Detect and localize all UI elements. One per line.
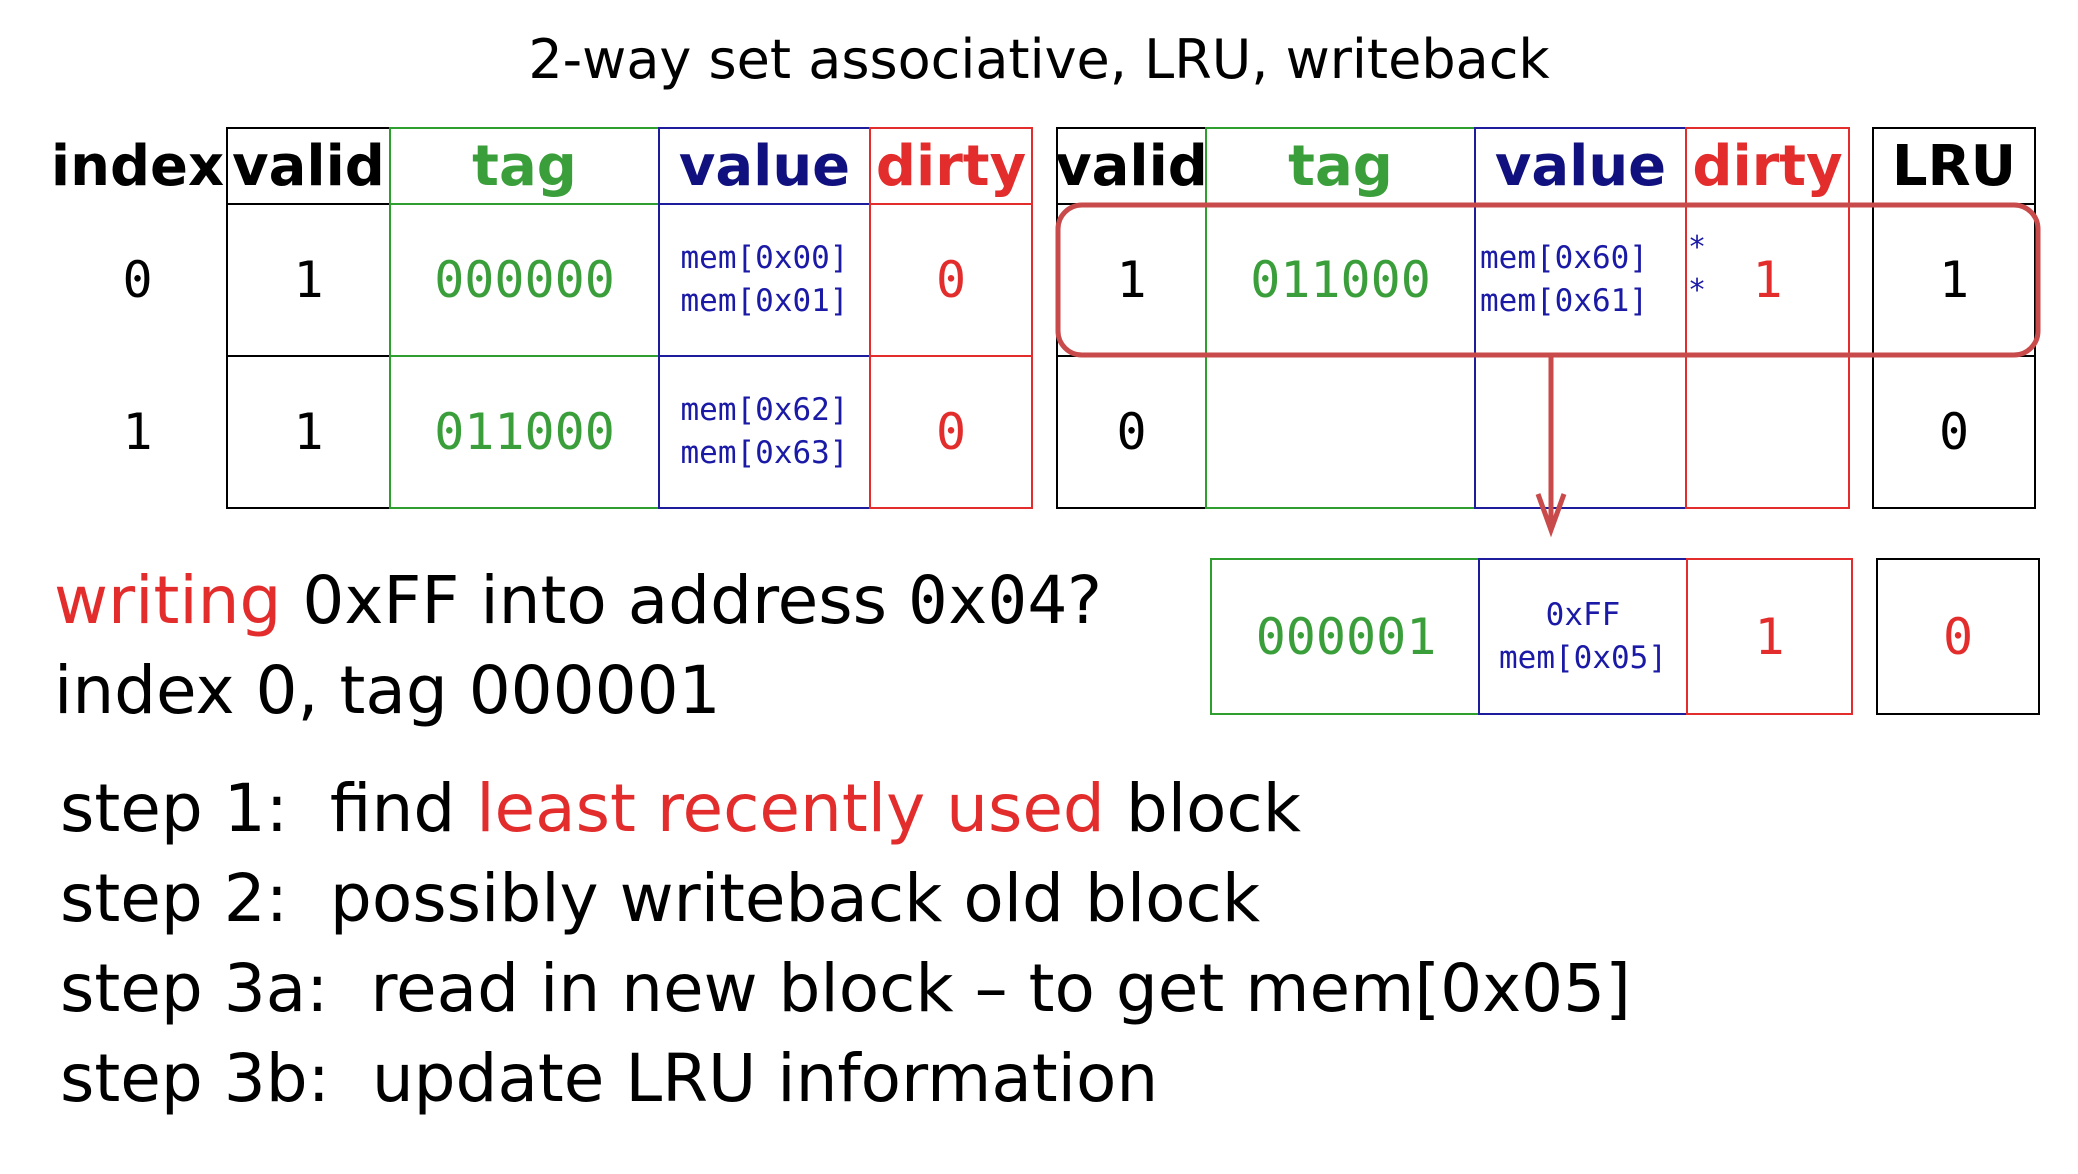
question-address: 0x04 xyxy=(908,562,1067,639)
value-line: 0xFF xyxy=(1545,596,1621,633)
victim-highlight-box xyxy=(1055,202,2041,358)
value-line: mem[0x00] xyxy=(680,240,849,276)
modified-marker: * xyxy=(1688,230,1707,265)
question-end: ? xyxy=(1066,562,1102,639)
value-line: mem[0x61] xyxy=(1480,283,1648,319)
row0-way1-dirty: 1 xyxy=(1685,203,1850,357)
value-line: mem[0x63] xyxy=(680,435,849,471)
index-tag-line: index 0, tag 000001 xyxy=(54,652,721,729)
header-valid-way1: valid xyxy=(1055,127,1208,205)
new-block-tag: 000001 xyxy=(1210,558,1480,715)
new-block-lru: 0 xyxy=(1876,558,2040,715)
value-line: mem[0x01] xyxy=(680,283,849,319)
value-line: mem[0x62] xyxy=(680,392,849,428)
index-1: 1 xyxy=(122,403,153,461)
step-text: step 3b: update LRU information xyxy=(60,1040,1159,1117)
row1-way0-valid: 1 xyxy=(226,355,391,509)
step-text: step 1: find xyxy=(60,770,477,847)
step-text: step 3a: read in new block – to get mem[… xyxy=(60,950,1631,1027)
header-valid-way0: valid xyxy=(226,127,391,205)
step-3a: step 3a: read in new block – to get mem[… xyxy=(60,950,1631,1027)
row1-way0-dirty: 0 xyxy=(869,355,1033,509)
step-2: step 2: possibly writeback old block xyxy=(60,860,1260,937)
step-1: step 1: find least recently used block xyxy=(60,770,1301,847)
new-block-value: 0xFF mem[0x05] xyxy=(1478,558,1688,715)
question-text: 0xFF into address xyxy=(281,562,909,639)
writeback-arrow-head xyxy=(1535,493,1567,538)
modified-marker: * xyxy=(1688,273,1707,308)
new-block-dirty: 1 xyxy=(1686,558,1853,715)
step-text: block xyxy=(1104,770,1301,847)
header-dirty-way1: dirty xyxy=(1685,127,1850,205)
row0-way0-value: mem[0x00] mem[0x01] xyxy=(658,203,871,357)
step-3b: step 3b: update LRU information xyxy=(60,1040,1158,1117)
header-lru: LRU xyxy=(1872,127,2036,205)
question-line: writing 0xFF into address 0x04? xyxy=(54,562,1102,639)
diagram-title: 2-way set associative, LRU, writeback xyxy=(528,28,1550,91)
index-0: 0 xyxy=(122,251,153,309)
value-line: mem[0x60] xyxy=(1480,240,1648,276)
step-highlight: least recently used xyxy=(476,770,1105,847)
header-index: index xyxy=(50,133,225,199)
step-text: step 2: possibly writeback old block xyxy=(60,860,1261,937)
row1-way0-value: mem[0x62] mem[0x63] xyxy=(658,355,871,509)
header-dirty-way0: dirty xyxy=(869,127,1033,205)
row0-way0-tag: 000000 xyxy=(389,203,660,357)
value-line: mem[0x05] xyxy=(1499,639,1667,676)
question-highlight: writing xyxy=(54,562,282,639)
